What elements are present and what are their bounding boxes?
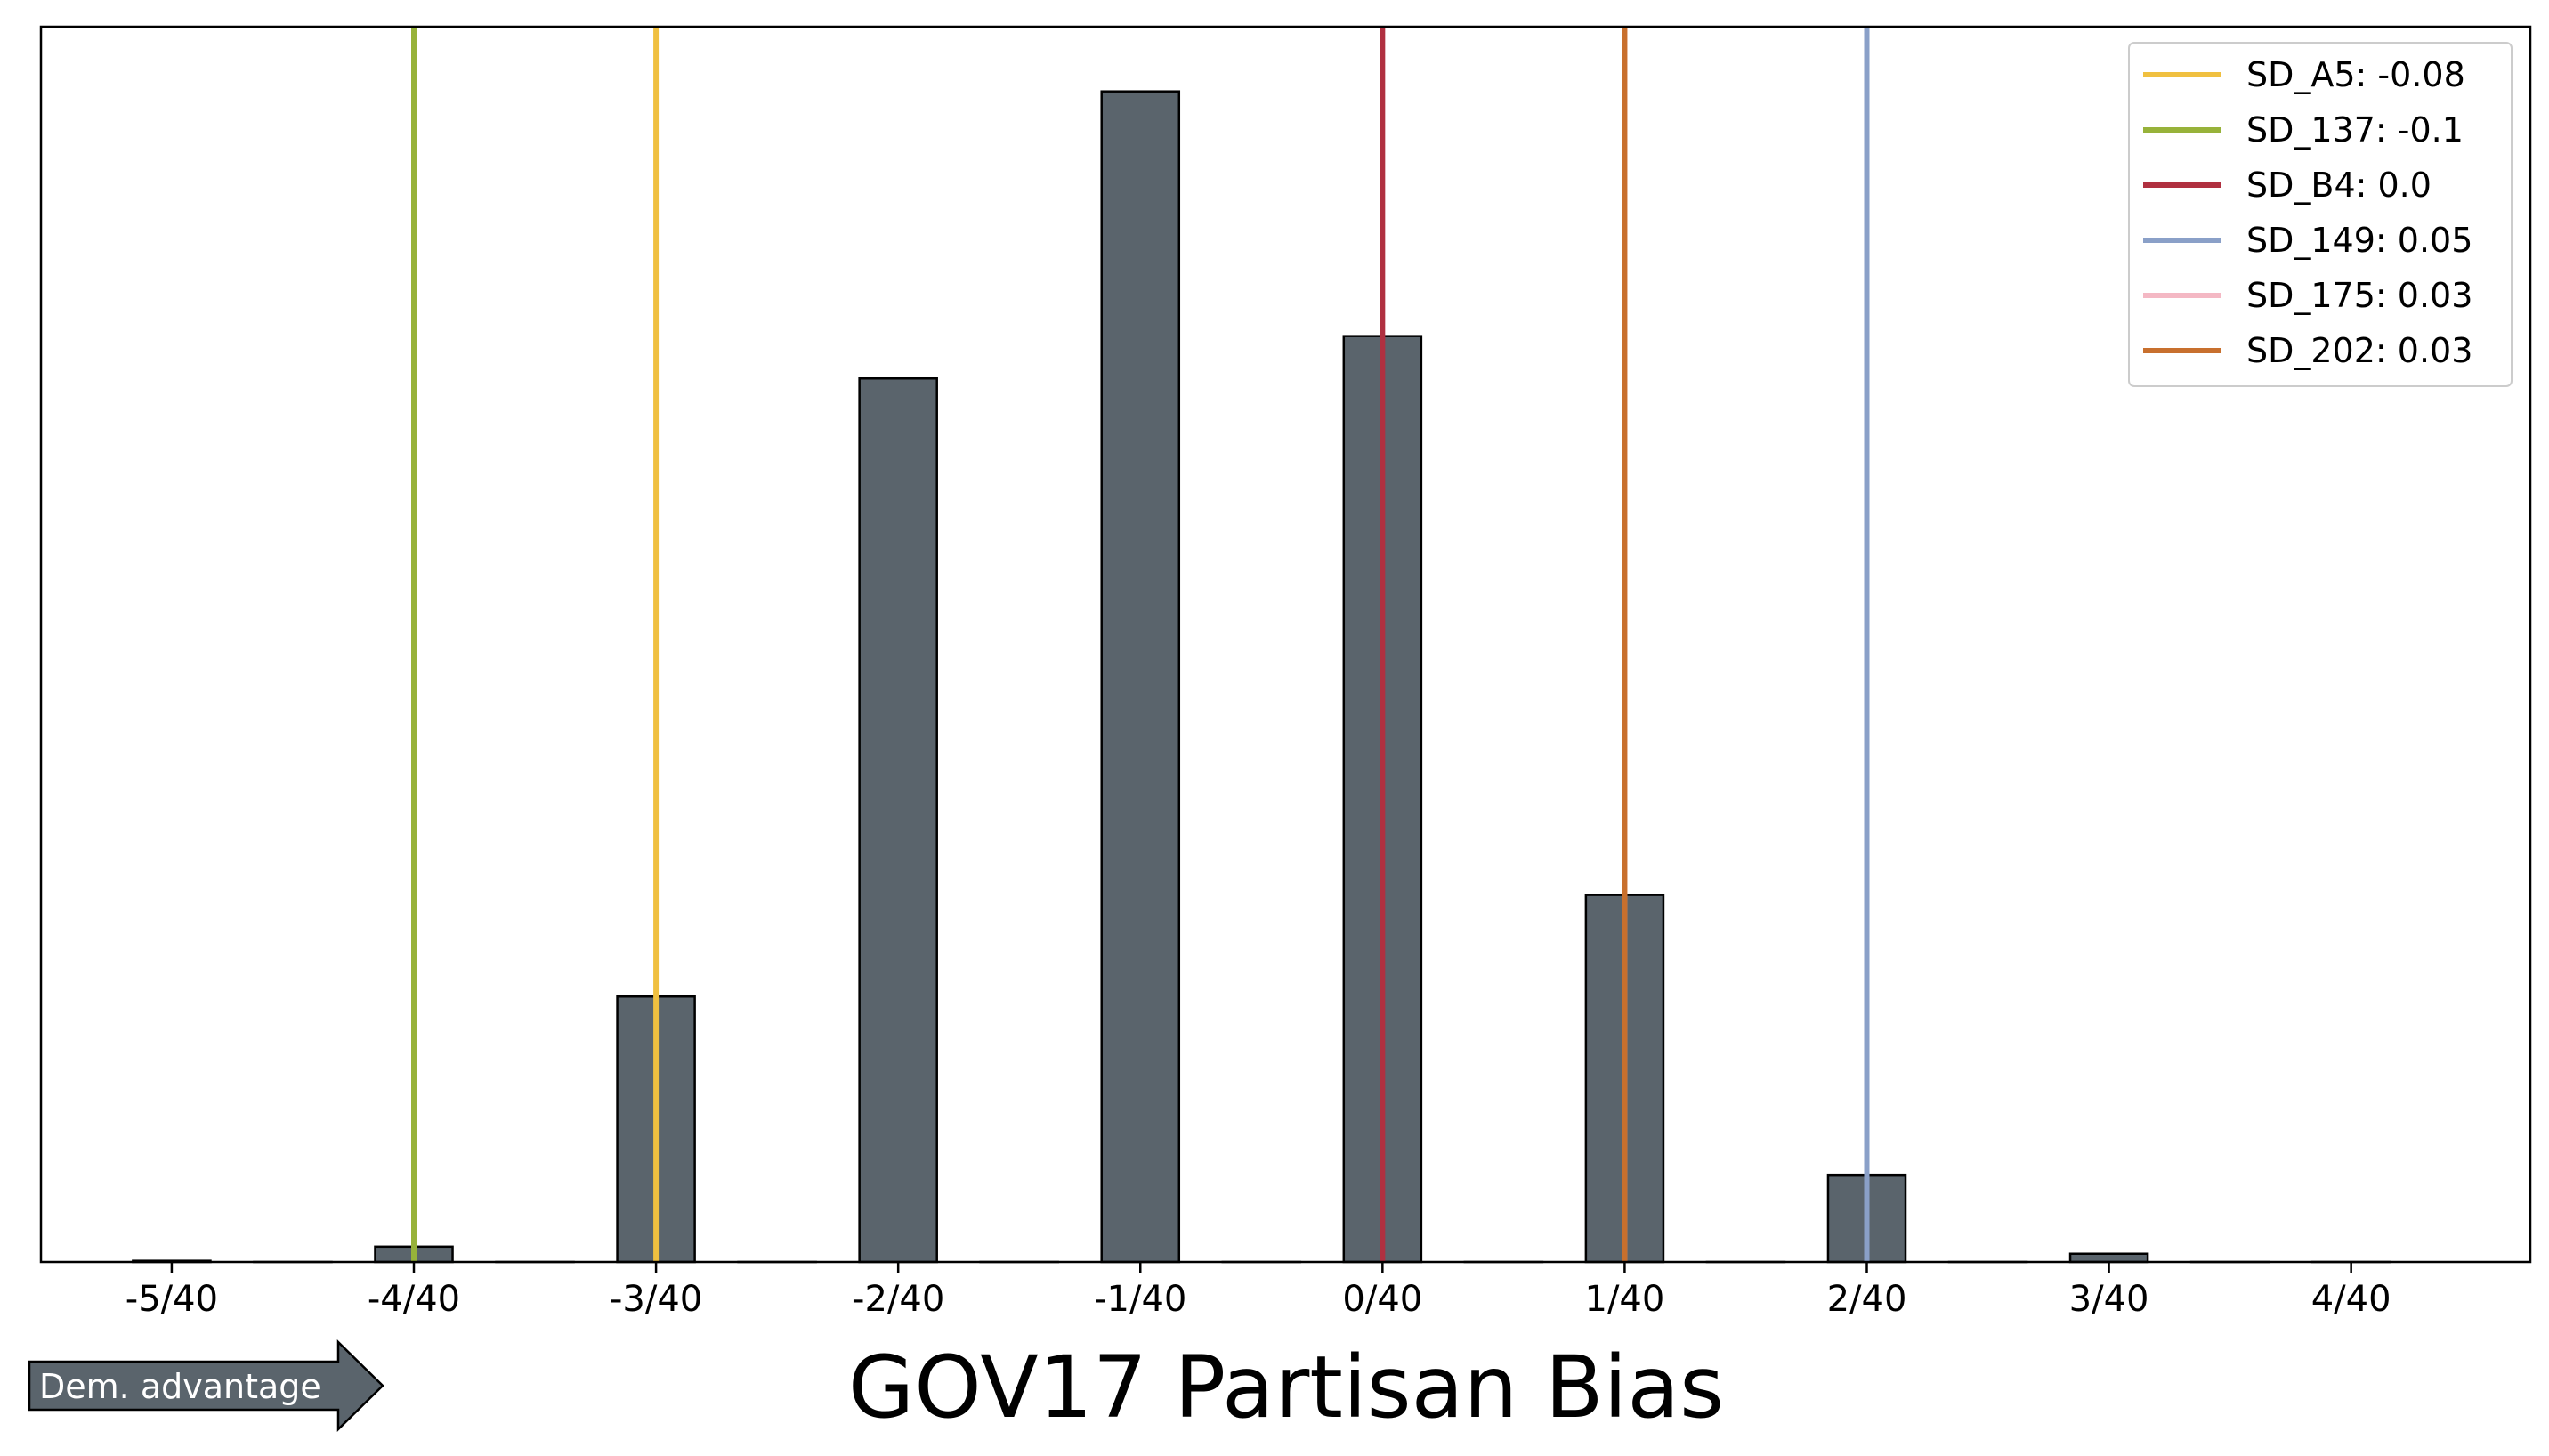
legend-label-1: SD_137: -0.1 (2246, 110, 2464, 150)
x-tick-label-4: -1/40 (1094, 1279, 1186, 1320)
arrow-shape (28, 1339, 384, 1432)
legend-label-3: SD_149: 0.05 (2246, 221, 2472, 260)
x-tick-label-1: -4/40 (368, 1279, 460, 1320)
plot-frame (39, 25, 2532, 1264)
x-tick-label-2: -3/40 (610, 1279, 702, 1320)
x-axis-title: GOV17 Partisan Bias (848, 1338, 1724, 1437)
x-tick-label-0: -5/40 (125, 1279, 218, 1320)
x-tick-label-6: 1/40 (1585, 1279, 1665, 1320)
legend-label-5: SD_202: 0.03 (2246, 331, 2472, 370)
histogram-bar-8 (1100, 90, 1181, 1264)
legend-label-0: SD_A5: -0.08 (2246, 55, 2465, 94)
x-tick-label-5: 0/40 (1342, 1279, 1422, 1320)
legend: SD_A5: -0.08 SD_137: -0.1 SD_B4: 0.0 SD_149… (2128, 42, 2513, 387)
arrow-label: Dem. advantage (39, 1367, 321, 1406)
legend-box (2128, 42, 2513, 387)
x-tick-label-7: 2/40 (1827, 1279, 1907, 1320)
reference-lines-layer (411, 27, 1870, 1262)
x-axis-ticks: -5/40 -4/40 -3/40 -2/40 -1/40 0/40 1/40 2/40 3/4… (125, 1262, 2391, 1320)
dem-advantage-arrow: Dem. advantage (28, 1339, 384, 1432)
legend-label-2: SD_B4: 0.0 (2246, 166, 2432, 205)
histogram-bar-6 (858, 376, 938, 1264)
x-tick-label-3: -2/40 (852, 1279, 944, 1320)
legend-label-4: SD_175: 0.03 (2246, 276, 2472, 315)
x-tick-label-9: 4/40 (2311, 1279, 2391, 1320)
histogram-bar-16 (2068, 1252, 2149, 1264)
x-tick-label-8: 3/40 (2069, 1279, 2149, 1320)
